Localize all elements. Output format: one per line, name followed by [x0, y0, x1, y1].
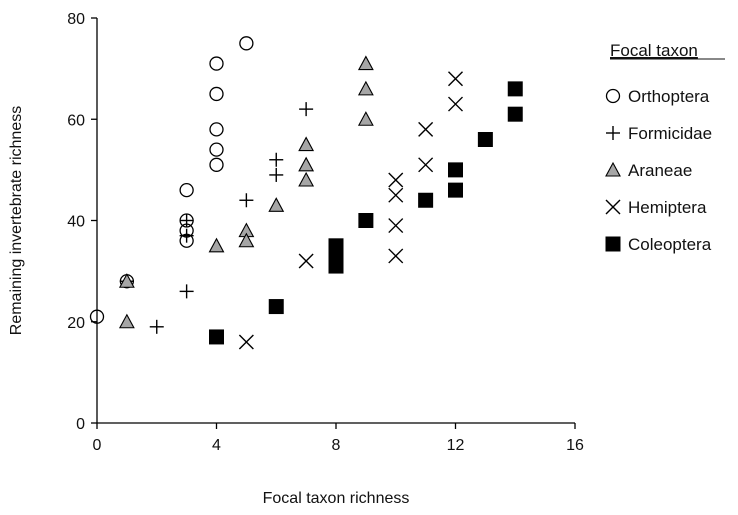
- point-coleoptera: [209, 329, 224, 345]
- legend-item-hemiptera: Hemiptera: [605, 198, 707, 217]
- point-hemiptera: [448, 96, 463, 112]
- point-coleoptera: [448, 162, 463, 178]
- point-formicidae: [239, 193, 254, 208]
- point-araneae: [357, 80, 374, 96]
- point-orthoptera: [179, 182, 194, 198]
- y-tick-label: 40: [67, 214, 85, 231]
- legend-label-hemiptera: Hemiptera: [628, 198, 707, 217]
- point-araneae: [268, 197, 285, 212]
- point-orthoptera: [209, 142, 224, 157]
- legend-marker-hemiptera: [605, 199, 621, 215]
- point-coleoptera: [477, 132, 493, 147]
- legend-item-coleoptera: Coleoptera: [605, 235, 712, 254]
- x-tick-label: 8: [332, 437, 341, 454]
- point-formicidae: [179, 213, 194, 228]
- axes: 0 4 8 12 16 0 20 40 60 80: [67, 11, 584, 454]
- point-hemiptera: [388, 218, 404, 234]
- point-araneae: [357, 111, 374, 126]
- point-hemiptera: [238, 334, 254, 350]
- legend-label-formicidae: Formicidae: [628, 124, 712, 143]
- point-coleoptera: [507, 106, 523, 122]
- y-axis-title: Remaining invertebrate richness: [8, 106, 25, 335]
- point-araneae: [298, 136, 315, 152]
- legend-item-formicidae: Formicidae: [606, 124, 712, 143]
- legend-title: Focal taxon: [610, 41, 698, 60]
- point-hemiptera: [388, 248, 404, 264]
- legend-label-orthoptera: Orthoptera: [628, 87, 710, 106]
- data-marks: [89, 36, 523, 350]
- point-coleoptera: [448, 182, 463, 198]
- point-hemiptera: [448, 71, 463, 87]
- legend-marker-formicidae: [606, 126, 620, 140]
- x-tick-label: 16: [566, 437, 584, 454]
- point-coleoptera: [418, 192, 434, 208]
- point-araneae: [298, 156, 315, 172]
- point-coleoptera: [328, 258, 344, 274]
- point-formicidae: [269, 152, 284, 167]
- legend-item-araneae: Araneae: [605, 161, 692, 180]
- point-formicidae: [299, 102, 314, 117]
- point-orthoptera: [239, 36, 254, 51]
- legend: Focal taxon Orthoptera Formicidae Araneae He…: [605, 41, 725, 254]
- y-tick-label: 0: [76, 416, 85, 433]
- point-araneae: [118, 313, 135, 329]
- y-tick-label: 80: [67, 11, 85, 28]
- point-araneae: [238, 232, 255, 248]
- point-formicidae: [179, 284, 194, 299]
- point-hemiptera: [418, 121, 434, 137]
- legend-label-araneae: Araneae: [628, 161, 692, 180]
- point-hemiptera: [418, 157, 434, 173]
- legend-label-coleoptera: Coleoptera: [628, 235, 712, 254]
- point-araneae: [298, 171, 315, 187]
- point-formicidae: [179, 228, 194, 243]
- point-coleoptera: [507, 81, 523, 97]
- point-orthoptera: [209, 56, 224, 71]
- legend-item-orthoptera: Orthoptera: [605, 87, 710, 106]
- point-araneae: [357, 55, 374, 71]
- point-hemiptera: [388, 172, 404, 188]
- point-araneae: [208, 237, 225, 253]
- legend-marker-coleoptera: [605, 236, 621, 252]
- point-orthoptera: [209, 122, 224, 137]
- point-formicidae: [149, 319, 164, 334]
- x-tick-label: 4: [212, 437, 221, 454]
- x-tick-label: 0: [93, 437, 102, 454]
- x-tick-label: 12: [447, 437, 465, 454]
- y-tick-label: 60: [67, 112, 85, 129]
- legend-marker-araneae: [605, 161, 621, 177]
- point-orthoptera: [209, 157, 224, 172]
- point-formicidae: [269, 167, 284, 182]
- y-tick-label: 20: [67, 315, 85, 332]
- point-coleoptera: [268, 299, 284, 315]
- point-orthoptera: [209, 86, 224, 102]
- legend-marker-orthoptera: [605, 88, 621, 104]
- point-hemiptera: [298, 253, 314, 269]
- x-axis-title: Focal taxon richness: [263, 490, 410, 507]
- point-coleoptera: [358, 213, 374, 228]
- point-araneae: [118, 273, 135, 288]
- point-hemiptera: [388, 187, 404, 203]
- point-orthoptera: [89, 309, 105, 324]
